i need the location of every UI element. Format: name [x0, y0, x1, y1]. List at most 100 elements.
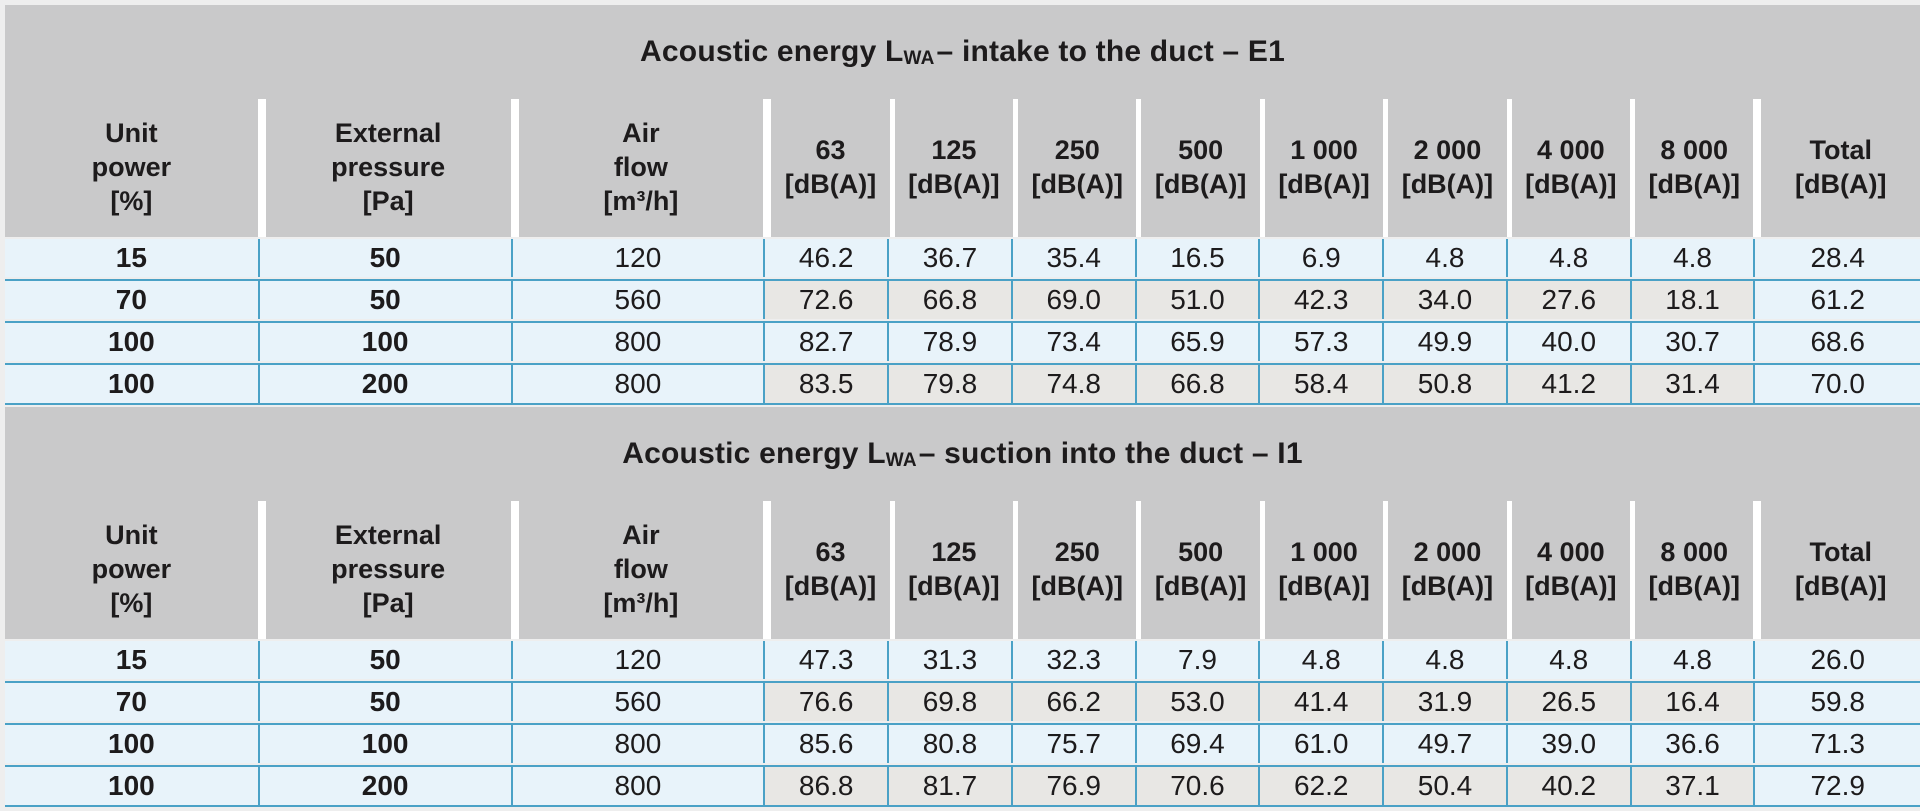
- header-500: 500 [dB(A)]: [1136, 99, 1260, 237]
- cell-125: 78.9: [887, 323, 1011, 361]
- header-63: 63 [dB(A)]: [763, 501, 890, 639]
- cell-air-flow: 120: [510, 641, 764, 679]
- cell-500: 51.0: [1134, 281, 1259, 319]
- header-8000: 8 000 [dB(A)]: [1630, 501, 1754, 639]
- cell-external-pressure: 100: [257, 323, 511, 361]
- table-title-i1: Acoustic energy L WA – suction into the d…: [5, 407, 1920, 501]
- cell-2000: 31.9: [1382, 683, 1506, 721]
- cell-total: 28.4: [1753, 239, 1920, 277]
- cell-1000: 42.3: [1258, 281, 1383, 319]
- cell-air-flow: 120: [510, 239, 764, 277]
- cell-250: 73.4: [1010, 323, 1135, 361]
- cell-8000: 4.8: [1629, 641, 1754, 679]
- header-1000: 1 000 [dB(A)]: [1259, 99, 1384, 237]
- cell-total: 68.6: [1753, 323, 1920, 361]
- cell-2000: 4.8: [1382, 641, 1506, 679]
- table-row: 70 50 560 76.6 69.8 66.2 53.0 41.4 31.9 …: [5, 681, 1920, 721]
- cell-500: 16.5: [1134, 239, 1259, 277]
- cell-500: 66.8: [1134, 365, 1259, 403]
- cell-125: 31.3: [887, 641, 1011, 679]
- cell-air-flow: 560: [510, 683, 764, 721]
- cell-8000: 36.6: [1629, 725, 1754, 763]
- cell-1000: 6.9: [1258, 239, 1383, 277]
- cell-total: 71.3: [1753, 725, 1920, 763]
- header-8000: 8 000 [dB(A)]: [1630, 99, 1754, 237]
- cell-external-pressure: 200: [257, 365, 511, 403]
- cell-8000: 18.1: [1629, 281, 1754, 319]
- cell-250: 66.2: [1010, 683, 1135, 721]
- cell-8000: 30.7: [1629, 323, 1754, 361]
- header-4000: 4 000 [dB(A)]: [1506, 99, 1631, 237]
- header-500: 500 [dB(A)]: [1136, 501, 1260, 639]
- header-250: 250 [dB(A)]: [1013, 99, 1137, 237]
- cell-unit-power: 100: [5, 365, 258, 403]
- cell-external-pressure: 200: [257, 767, 511, 805]
- cell-125: 81.7: [887, 767, 1011, 805]
- cell-8000: 37.1: [1629, 767, 1754, 805]
- cell-4000: 27.6: [1505, 281, 1630, 319]
- cell-2000: 49.9: [1382, 323, 1506, 361]
- cell-1000: 62.2: [1258, 767, 1383, 805]
- cell-8000: 31.4: [1629, 365, 1754, 403]
- header-external-pressure: External pressure [Pa]: [257, 99, 511, 237]
- header-2000: 2 000 [dB(A)]: [1383, 501, 1507, 639]
- cell-63: 47.3: [763, 641, 888, 679]
- cell-125: 79.8: [887, 365, 1011, 403]
- cell-4000: 40.0: [1505, 323, 1630, 361]
- cell-unit-power: 100: [5, 323, 258, 361]
- cell-total: 72.9: [1753, 767, 1920, 805]
- cell-63: 86.8: [763, 767, 888, 805]
- header-250: 250 [dB(A)]: [1013, 501, 1137, 639]
- title-subscript: WA: [885, 450, 917, 471]
- cell-air-flow: 800: [510, 323, 764, 361]
- cell-air-flow: 800: [510, 365, 764, 403]
- cell-63: 46.2: [763, 239, 888, 277]
- title-prefix: Acoustic energy L: [640, 35, 904, 68]
- cell-4000: 39.0: [1505, 725, 1630, 763]
- header-63: 63 [dB(A)]: [763, 99, 890, 237]
- cell-total: 26.0: [1753, 641, 1920, 679]
- table-row: 100 100 800 85.6 80.8 75.7 69.4 61.0 49.…: [5, 723, 1920, 763]
- cell-4000: 4.8: [1505, 239, 1630, 277]
- cell-63: 85.6: [763, 725, 888, 763]
- cell-8000: 16.4: [1629, 683, 1754, 721]
- cell-250: 76.9: [1010, 767, 1135, 805]
- cell-250: 74.8: [1010, 365, 1135, 403]
- datasheet-page: Acoustic energy L WA – intake to the duct…: [5, 5, 1920, 807]
- cell-125: 69.8: [887, 683, 1011, 721]
- cell-2000: 34.0: [1382, 281, 1506, 319]
- cell-4000: 41.2: [1505, 365, 1630, 403]
- title-suffix: – intake to the duct – E1: [936, 35, 1285, 68]
- cell-500: 70.6: [1134, 767, 1259, 805]
- cell-500: 53.0: [1134, 683, 1259, 721]
- cell-external-pressure: 100: [257, 725, 511, 763]
- cell-unit-power: 70: [5, 281, 258, 319]
- acoustic-table-i1: Acoustic energy L WA – suction into the d…: [5, 407, 1920, 807]
- cell-250: 75.7: [1010, 725, 1135, 763]
- table-title-e1: Acoustic energy L WA – intake to the duct…: [5, 5, 1920, 99]
- header-125: 125 [dB(A)]: [889, 501, 1014, 639]
- title-suffix: – suction into the duct – I1: [918, 437, 1303, 470]
- cell-4000: 4.8: [1505, 641, 1630, 679]
- cell-external-pressure: 50: [257, 239, 511, 277]
- cell-250: 32.3: [1010, 641, 1135, 679]
- header-external-pressure: External pressure [Pa]: [257, 501, 511, 639]
- cell-2000: 50.8: [1382, 365, 1506, 403]
- header-unit-power: Unit power [%]: [5, 99, 258, 237]
- cell-4000: 26.5: [1505, 683, 1630, 721]
- cell-1000: 4.8: [1258, 641, 1383, 679]
- cell-2000: 49.7: [1382, 725, 1506, 763]
- header-2000: 2 000 [dB(A)]: [1383, 99, 1507, 237]
- cell-total: 70.0: [1753, 365, 1920, 403]
- cell-125: 80.8: [887, 725, 1011, 763]
- header-4000: 4 000 [dB(A)]: [1506, 501, 1631, 639]
- cell-unit-power: 100: [5, 725, 258, 763]
- cell-unit-power: 15: [5, 641, 258, 679]
- table-row: 100 100 800 82.7 78.9 73.4 65.9 57.3 49.…: [5, 321, 1920, 361]
- cell-external-pressure: 50: [257, 683, 511, 721]
- cell-1000: 58.4: [1258, 365, 1383, 403]
- header-air-flow: Air flow [m³/h]: [510, 99, 764, 237]
- header-unit-power: Unit power [%]: [5, 501, 258, 639]
- cell-1000: 41.4: [1258, 683, 1383, 721]
- cell-external-pressure: 50: [257, 281, 511, 319]
